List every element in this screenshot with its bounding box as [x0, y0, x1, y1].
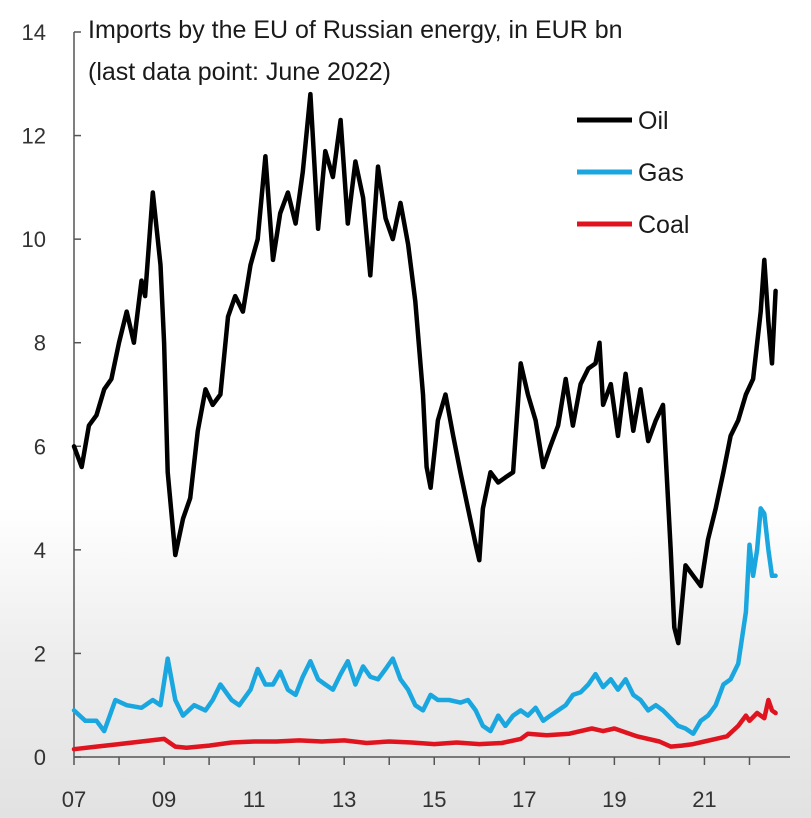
legend-label-gas: Gas: [638, 159, 684, 187]
series-line-gas: [71, 506, 778, 736]
x-tick-label: 13: [332, 787, 356, 812]
y-tick-label: 6: [34, 434, 46, 459]
y-tick-label: 14: [22, 20, 46, 45]
series-line-coal: [71, 697, 778, 752]
x-tick-label: 21: [692, 787, 716, 812]
axes: [73, 32, 790, 758]
x-axis-ticks: 07 09 11 13 15 17 19 21: [62, 757, 751, 812]
legend: Oil Gas Coal: [577, 107, 689, 239]
y-tick-label: 0: [34, 745, 46, 770]
x-tick-label: 17: [512, 787, 536, 812]
x-tick-label: 07: [62, 787, 86, 812]
chart-subtitle: (last data point: June 2022): [88, 58, 391, 86]
chart-title: Imports by the EU of Russian energy, in …: [88, 16, 623, 44]
y-axis-ticks: 0 2 4 6 8 10 12 14: [22, 20, 81, 770]
y-tick-label: 8: [34, 331, 46, 356]
x-tick-label: 15: [422, 787, 446, 812]
y-tick-label: 12: [22, 124, 46, 149]
series-line-oil: [71, 91, 778, 646]
x-tick-label: 11: [243, 787, 266, 812]
legend-label-coal: Coal: [638, 211, 689, 239]
y-tick-label: 2: [34, 641, 46, 666]
legend-label-oil: Oil: [638, 107, 669, 135]
series-lines: [71, 91, 778, 752]
x-tick-label: 19: [602, 787, 626, 812]
y-tick-label: 4: [34, 538, 46, 563]
x-tick-label: 09: [152, 787, 176, 812]
y-tick-label: 10: [22, 227, 46, 252]
